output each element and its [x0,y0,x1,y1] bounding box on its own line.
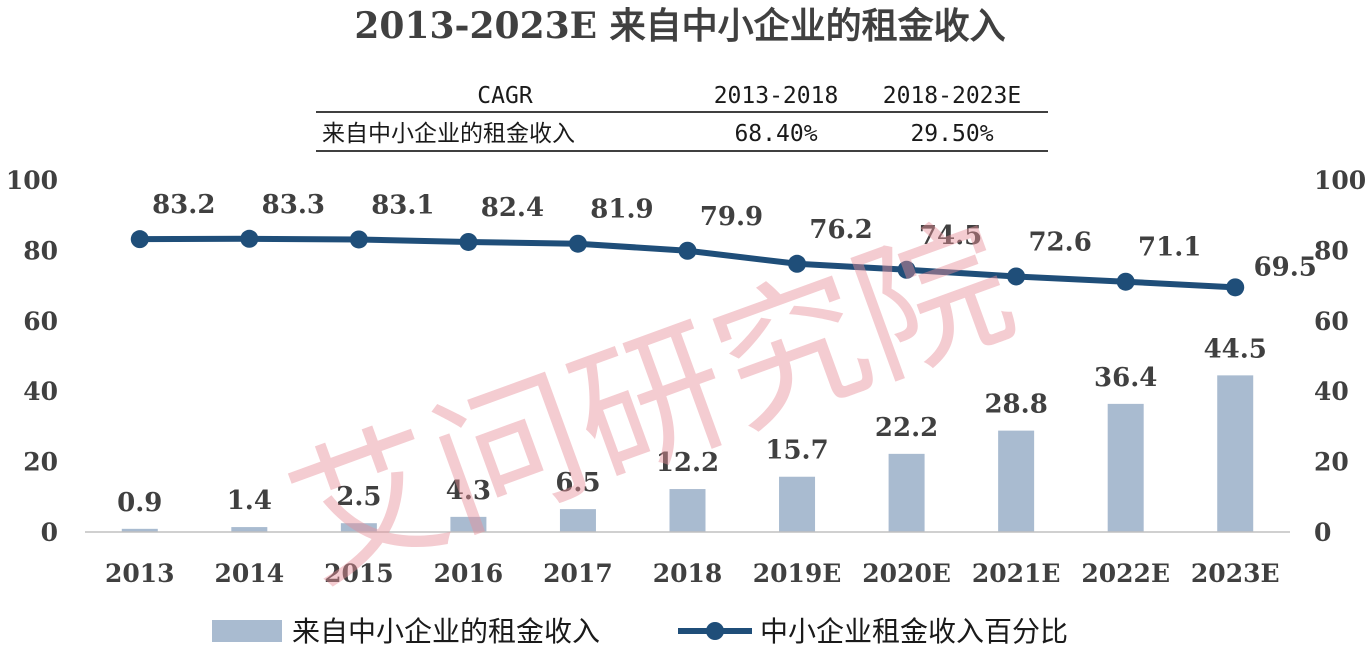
y-axis-left: 0 20 40 60 80 100 [6,166,58,547]
bar [231,527,268,532]
bar-value-label: 28.8 [984,390,1047,420]
line-point [130,230,149,249]
line-point [459,232,478,251]
line-point [1226,278,1245,297]
bar [121,528,158,532]
y-left-tick-label: 0 [41,518,58,547]
x-tick-label: 2017 [543,559,613,588]
y-right-tick-label: 20 [1314,448,1349,477]
bar [559,509,596,532]
bar-value-label: 4.3 [446,476,491,506]
line-point [897,260,916,279]
bar-value-label: 12.2 [656,448,719,478]
x-tick-label: 2018 [653,559,723,588]
line-value-label: 74.5 [919,221,982,251]
line-value-label: 72.6 [1028,227,1091,257]
line-point [1007,267,1026,286]
line-point [349,230,368,249]
line-data-labels: 83.2 83.3 83.1 82.4 81.9 79.9 76.2 74.5 72.6 71.1… [152,190,1317,283]
line-value-label: 71.1 [1138,233,1201,263]
y-axis-right: 0 20 40 60 80 100 [1314,166,1366,547]
bar [340,523,377,532]
x-tick-label: 2013 [105,559,175,588]
x-tick-label: 2015 [324,559,394,588]
line-point [788,254,807,273]
line-point [240,229,259,248]
y-right-tick-label: 40 [1314,377,1349,406]
x-tick-label: 2023E [1191,559,1280,588]
cagr-value-period-2: 29.50% [910,121,993,147]
cagr-table: CAGR 2013-2018 2018-2023E 来自中小企业的租金收入 68… [316,83,1048,152]
line-point [568,234,587,253]
bar-data-labels: 0.9 1.4 2.5 4.3 6.5 12.2 15.7 22.2 28.8 36.4 44.5 [117,334,1267,517]
x-tick-label: 2014 [215,559,285,588]
x-tick-label: 2021E [972,559,1061,588]
line-value-label: 79.9 [700,202,763,232]
y-right-tick-label: 100 [1314,166,1366,195]
line-series [130,229,1245,297]
cagr-row-label: 来自中小企业的租金收入 [322,121,575,147]
bar-value-label: 44.5 [1204,334,1267,364]
bar-value-label: 2.5 [336,482,381,512]
line-value-label: 69.5 [1254,252,1317,282]
bar [779,476,816,532]
y-right-tick-label: 0 [1314,518,1331,547]
y-left-tick-label: 100 [6,166,58,195]
line-value-label: 81.9 [590,195,653,225]
y-left-tick-label: 60 [23,307,58,336]
bar-series [121,375,1254,532]
y-left-tick-label: 80 [23,236,58,265]
legend-bar-label: 来自中小企业的租金收入 [292,615,600,648]
cagr-header-period-2: 2018-2023E [883,83,1021,109]
bar-value-label: 15.7 [765,436,828,466]
y-right-tick-label: 60 [1314,307,1349,336]
bar-value-label: 6.5 [555,468,600,498]
cagr-header-label: CAGR [477,83,533,109]
legend-bar-swatch [212,620,282,642]
line-value-label: 83.1 [371,190,434,220]
bar [669,489,706,532]
y-right-tick-label: 80 [1314,236,1349,265]
legend-line-marker [706,622,724,640]
legend-line-label: 中小企业租金收入百分比 [760,615,1068,648]
bar [1217,375,1254,532]
x-tick-label: 2016 [434,559,504,588]
y-left-tick-label: 20 [23,448,58,477]
chart-title: 2013-2023E 来自中小企业的租金收入 [354,5,1005,47]
legend: 来自中小企业的租金收入 中小企业租金收入百分比 [212,615,1068,648]
line-value-label: 83.3 [262,190,325,220]
watermark: 艾问研究院 [269,194,1033,614]
cagr-value-period-1: 68.40% [734,121,817,147]
x-tick-label: 2022E [1081,559,1170,588]
bar-value-label: 36.4 [1094,363,1157,393]
line-value-label: 76.2 [809,215,872,245]
x-tick-label: 2019E [753,559,842,588]
bar-value-label: 1.4 [227,486,272,516]
x-tick-label: 2020E [862,559,951,588]
line-point [678,241,697,260]
line-value-label: 83.2 [152,190,215,220]
x-axis-labels: 2013 2014 2015 2016 2017 2018 2019E 2020E 2021E 2… [105,559,1280,588]
bar [450,516,487,532]
line-value-label: 82.4 [481,193,544,223]
bar [1107,403,1144,532]
bar-value-label: 22.2 [875,413,938,443]
bar [998,430,1035,532]
cagr-header-period-1: 2013-2018 [714,83,839,109]
y-left-tick-label: 40 [23,377,58,406]
bar-value-label: 0.9 [117,488,162,518]
bar [888,453,925,532]
line-point [1116,272,1135,291]
